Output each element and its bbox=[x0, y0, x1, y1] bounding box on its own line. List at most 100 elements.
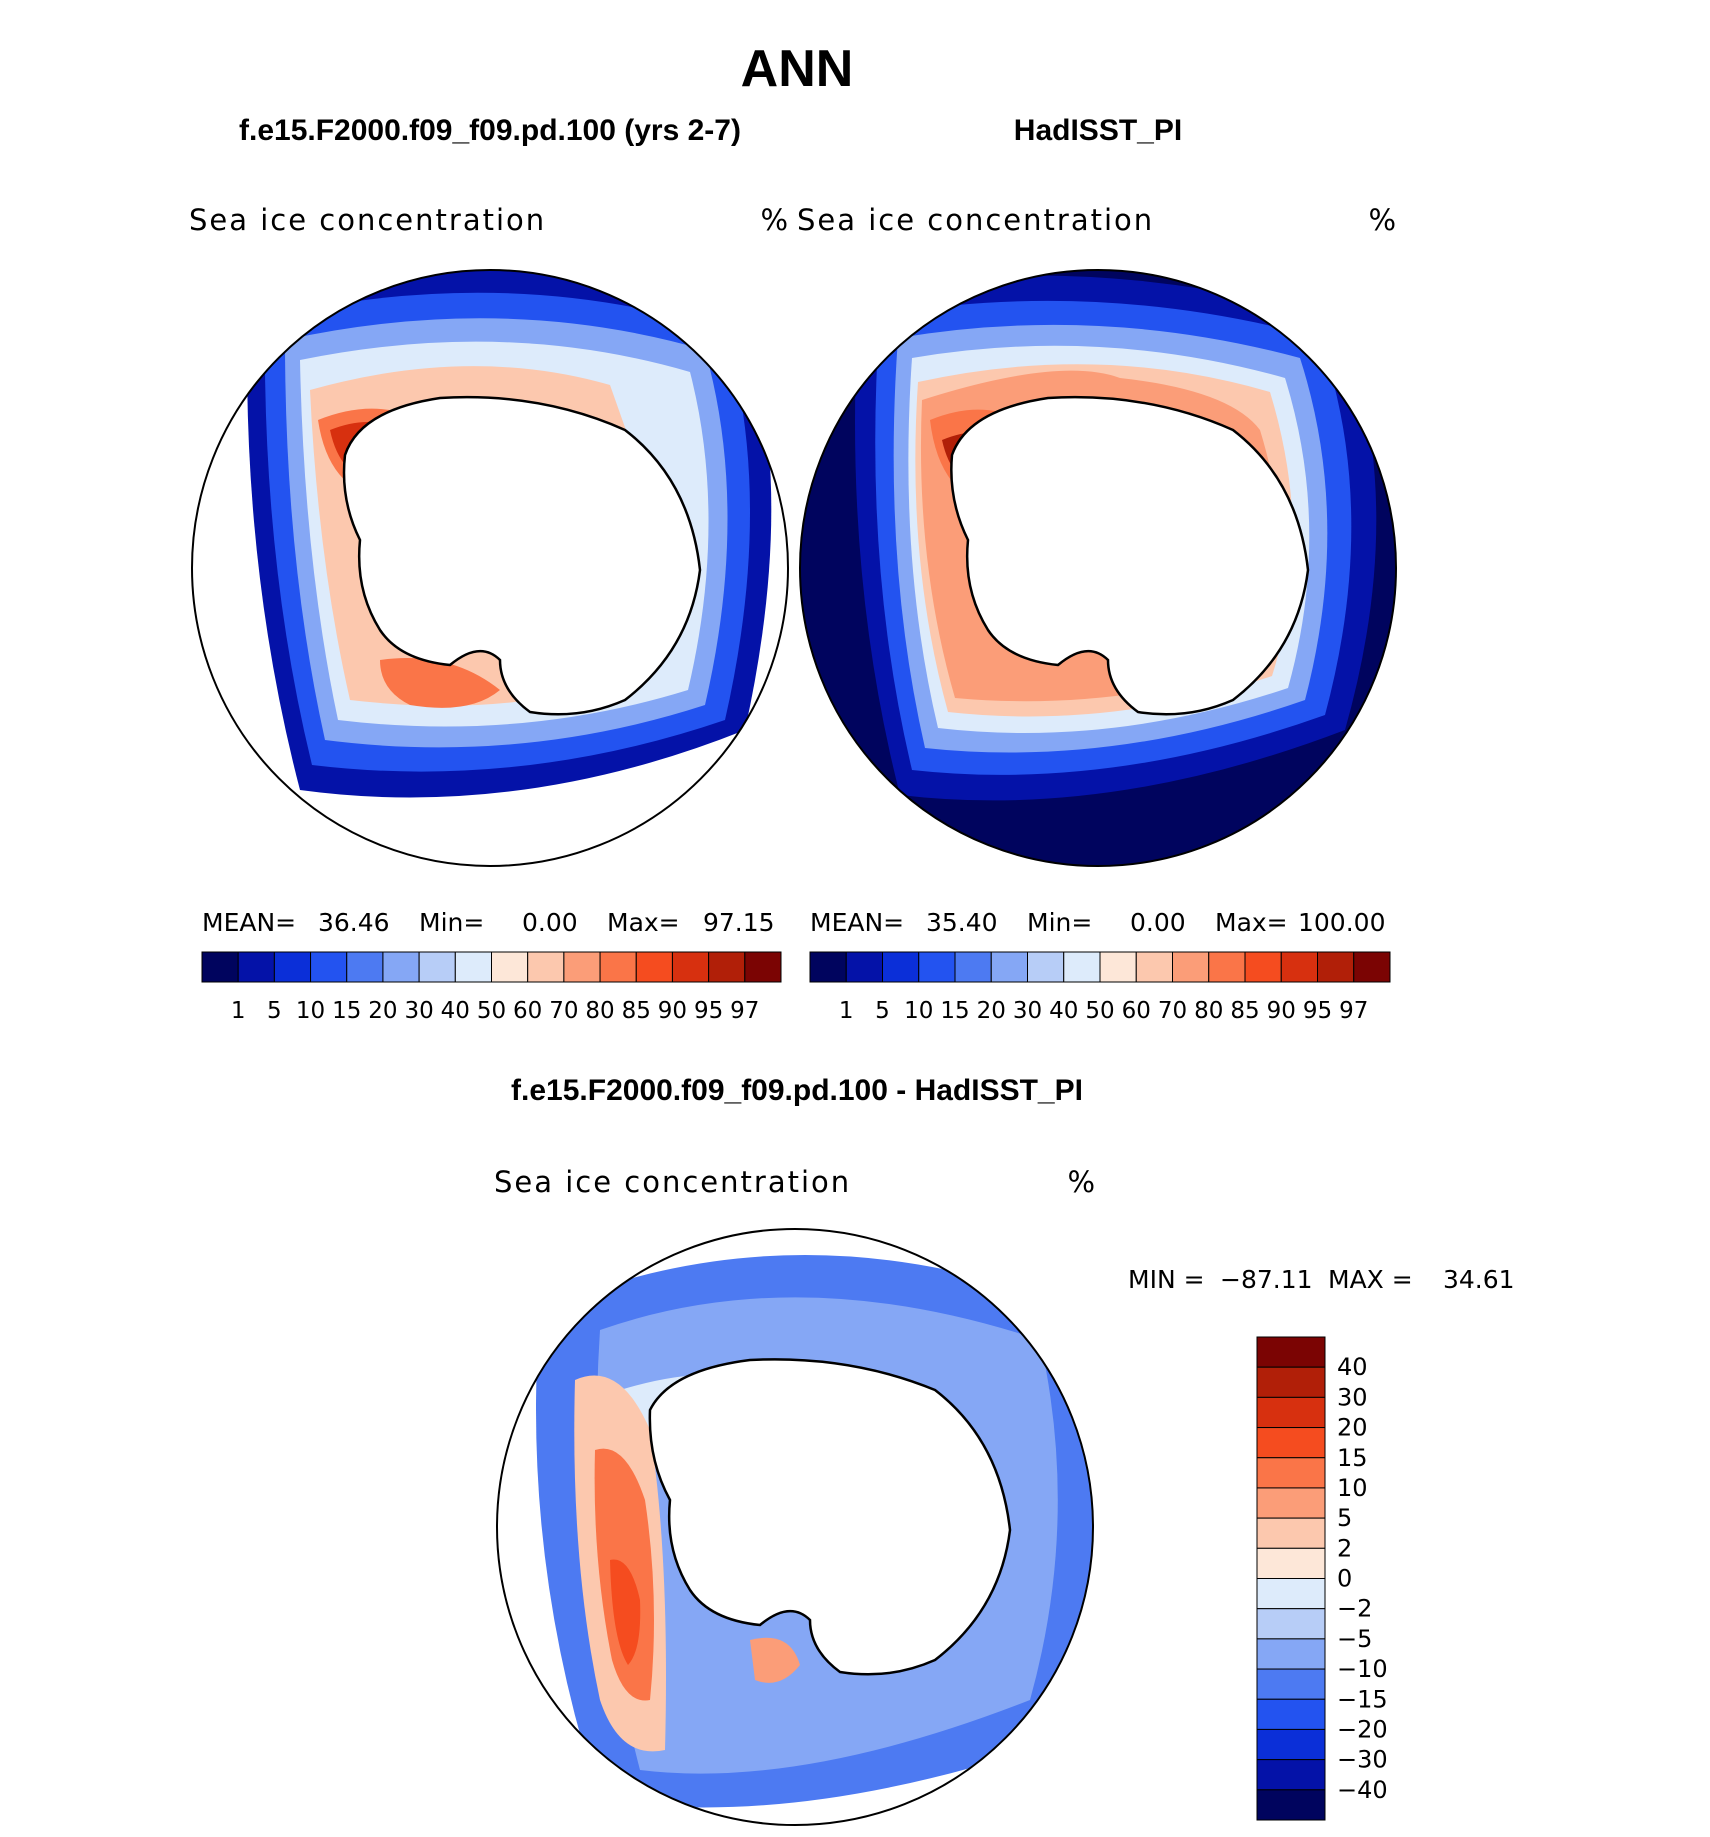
left-max-label: Max= bbox=[607, 908, 680, 937]
diff-max-label: MAX = bbox=[1328, 1265, 1413, 1294]
left-min-value: 0.00 bbox=[522, 908, 578, 937]
right-colorbar-tick-label: 70 bbox=[1158, 998, 1187, 1024]
right-colorbar-swatch bbox=[1353, 951, 1391, 983]
right-colorbar-swatch bbox=[882, 951, 920, 983]
left-colorbar-swatch bbox=[201, 951, 239, 983]
right-units-label: % bbox=[1368, 203, 1396, 237]
diff-min-label: MIN = bbox=[1128, 1265, 1205, 1294]
right-colorbar-swatch bbox=[990, 951, 1028, 983]
right-colorbar-tick-label: 5 bbox=[875, 998, 890, 1024]
right-colorbar-swatch bbox=[845, 951, 883, 983]
left-colorbar-tick-label: 50 bbox=[477, 998, 506, 1024]
left-colorbar-swatch bbox=[273, 951, 312, 983]
right-min-value: 0.00 bbox=[1130, 908, 1186, 937]
right-colorbar-tick-label: 90 bbox=[1267, 998, 1296, 1024]
right-colorbar-tick-label: 15 bbox=[940, 998, 969, 1024]
right-colorbar-swatch bbox=[1317, 951, 1355, 983]
diff-colorbar-tick-label: −2 bbox=[1337, 1595, 1372, 1623]
left-colorbar-tick-label: 10 bbox=[296, 998, 325, 1024]
left-colorbar-swatch bbox=[599, 951, 637, 983]
right-colorbar-swatch bbox=[809, 951, 847, 983]
left-max-value: 97.15 bbox=[703, 908, 775, 937]
right-polar-map bbox=[799, 269, 1397, 867]
diff-colorbar-tick-label: −30 bbox=[1337, 1746, 1388, 1774]
right-mean-value: 35.40 bbox=[926, 908, 998, 937]
right-colorbar-tick-label: 50 bbox=[1085, 998, 1114, 1024]
diff-antarctica bbox=[648, 1358, 1012, 1676]
diff-colorbar-tick-label: 2 bbox=[1337, 1534, 1352, 1562]
diff-colorbar-swatch bbox=[1256, 1608, 1326, 1640]
left-colorbar-swatch bbox=[671, 951, 710, 983]
diff-colorbar-swatch bbox=[1256, 1578, 1326, 1610]
left-min-label: Min= bbox=[419, 908, 484, 937]
left-colorbar-swatch bbox=[527, 951, 565, 983]
right-colorbar-tick-label: 10 bbox=[904, 998, 933, 1024]
right-max-value: 100.00 bbox=[1298, 908, 1385, 937]
right-colorbar-swatch bbox=[1027, 951, 1065, 983]
left-mean-label: MEAN= bbox=[202, 908, 296, 937]
diff-field-pos-ross bbox=[750, 1637, 800, 1683]
left-units-label: % bbox=[760, 203, 788, 237]
left-colorbar-tick-label: 85 bbox=[622, 998, 651, 1024]
left-colorbar-swatch bbox=[237, 951, 275, 983]
left-colorbar-tick-label: 5 bbox=[267, 998, 282, 1024]
right-colorbar-tick-label: 97 bbox=[1339, 998, 1368, 1024]
left-colorbar-swatch bbox=[491, 951, 529, 983]
right-colorbar-swatch bbox=[1135, 951, 1173, 983]
left-colorbar-tick-label: 95 bbox=[694, 998, 723, 1024]
left-colorbar-swatch bbox=[744, 951, 782, 983]
left-colorbar: 1 5 10 15 20 30 40 50 60 70 80 85 90 95 97 bbox=[201, 951, 782, 1024]
left-colorbar-swatch bbox=[346, 951, 384, 983]
right-colorbar-swatch bbox=[1063, 951, 1101, 983]
right-colorbar-tick-label: 60 bbox=[1122, 998, 1151, 1024]
diff-colorbar-swatch bbox=[1256, 1517, 1326, 1549]
right-colorbar: 1 5 10 15 20 30 40 50 60 70 80 85 90 95 97 bbox=[809, 951, 1391, 1024]
diff-colorbar-swatch bbox=[1256, 1789, 1326, 1821]
left-colorbar-swatch bbox=[563, 951, 601, 983]
diff-colorbar-tick-label: 0 bbox=[1337, 1565, 1352, 1593]
right-colorbar-tick-label: 95 bbox=[1303, 998, 1332, 1024]
left-case-title: f.e15.F2000.f09_f09.pd.100 (yrs 2-7) bbox=[239, 114, 741, 147]
right-antarctica bbox=[950, 395, 1310, 716]
left-colorbar-tick-label: 30 bbox=[404, 998, 433, 1024]
right-variable-label: Sea ice concentration bbox=[797, 203, 1154, 237]
left-mean-value: 36.46 bbox=[318, 908, 390, 937]
diff-colorbar-swatch bbox=[1256, 1638, 1326, 1670]
right-case-title: HadISST_PI bbox=[1014, 114, 1182, 147]
right-colorbar-tick-label: 20 bbox=[977, 998, 1006, 1024]
right-colorbar-swatch bbox=[1099, 951, 1137, 983]
right-colorbar-tick-label: 85 bbox=[1230, 998, 1259, 1024]
left-colorbar-tick-label: 1 bbox=[231, 998, 246, 1024]
right-colorbar-tick-label: 40 bbox=[1049, 998, 1078, 1024]
left-colorbar-swatch bbox=[454, 951, 492, 983]
left-ice-pack-ross bbox=[380, 658, 500, 708]
left-colorbar-tick-label: 40 bbox=[441, 998, 470, 1024]
diff-colorbar-swatch bbox=[1256, 1427, 1326, 1459]
diff-field-pos-core bbox=[610, 1559, 641, 1665]
right-colorbar-tick-label: 80 bbox=[1194, 998, 1223, 1024]
diff-colorbar-swatch bbox=[1256, 1759, 1326, 1791]
left-colorbar-tick-label: 97 bbox=[730, 998, 759, 1024]
left-antarctica bbox=[342, 395, 702, 716]
right-colorbar-swatch bbox=[1208, 951, 1246, 983]
diff-min-value: −87.11 bbox=[1220, 1265, 1313, 1294]
diff-colorbar-swatch bbox=[1256, 1728, 1326, 1761]
left-colorbar-tick-label: 80 bbox=[585, 998, 614, 1024]
diff-colorbar-tick-label: 20 bbox=[1337, 1414, 1368, 1442]
left-colorbar-swatch bbox=[418, 951, 456, 983]
diff-colorbar-tick-label: −20 bbox=[1337, 1715, 1388, 1743]
left-colorbar-swatch bbox=[310, 951, 348, 983]
right-colorbar-swatch bbox=[954, 951, 992, 983]
left-colorbar-tick-label: 20 bbox=[368, 998, 397, 1024]
diff-colorbar-tick-label: −40 bbox=[1337, 1776, 1388, 1804]
right-stats: MEAN= 35.40 Min= 0.00 Max= 100.00 bbox=[810, 908, 1385, 937]
diff-polar-map bbox=[496, 1228, 1094, 1826]
diff-colorbar-tick-label: 40 bbox=[1337, 1353, 1368, 1381]
diff-colorbar-tick-label: −15 bbox=[1337, 1685, 1388, 1713]
diff-colorbar-tick-label: −5 bbox=[1337, 1625, 1372, 1653]
diff-units-label: % bbox=[1067, 1165, 1095, 1199]
diff-colorbar-swatch bbox=[1256, 1698, 1326, 1730]
left-colorbar-tick-label: 15 bbox=[332, 998, 361, 1024]
diff-colorbar-swatch bbox=[1256, 1547, 1326, 1579]
